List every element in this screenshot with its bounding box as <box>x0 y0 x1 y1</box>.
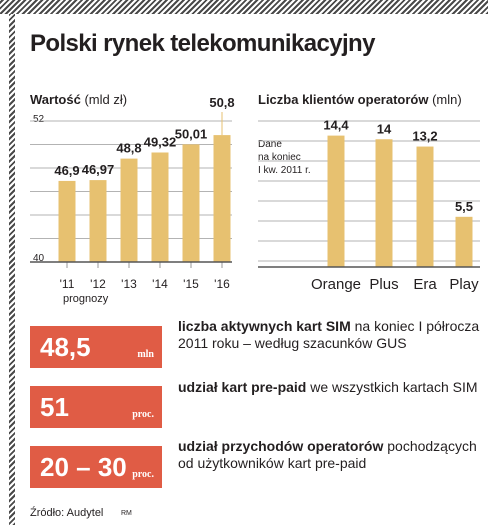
page-title: Polski rynek telekomunikacyjny <box>30 30 375 57</box>
value-chart-ytick-bottom: 40 <box>33 253 45 264</box>
value-chart-xtick-label: '15 <box>183 277 199 291</box>
clients-chart-data-label: 13,2 <box>412 129 437 144</box>
stat-bold-prepaid-share: udział kart pre-paid <box>178 379 307 395</box>
stat-box-revenue-share: 20 – 30 proc. <box>30 446 162 488</box>
clients-chart-category-label: Play <box>449 276 479 293</box>
value-chart-heading: Wartość (mld zł) <box>30 92 127 107</box>
stat-box-active-sim: 48,5 mln <box>30 326 162 368</box>
value-chart-data-label: 46,9 <box>54 163 79 178</box>
stat-text-prepaid-share: udział kart pre-paid we wszystkich karta… <box>178 379 480 396</box>
stat-value-prepaid-share: 51 <box>40 392 69 422</box>
value-chart-data-label: 50,01 <box>175 126 208 141</box>
clients-chart-unit: (mln) <box>432 92 462 107</box>
stat-rest-revenue-share: pochodzących od użytkowników kart pre-pa… <box>178 438 477 471</box>
stat-box-prepaid-share: 51 proc. <box>30 386 162 428</box>
clients-chart-category-label: Era <box>413 276 437 293</box>
clients-chart-heading: Liczba klientów operatorów (mln) <box>258 92 462 107</box>
clients-chart-data-label: 14 <box>377 121 392 136</box>
clients-chart-data-label: 14,4 <box>323 118 349 133</box>
stat-text-active-sim: liczba aktywnych kart SIM na koniec I pó… <box>178 318 480 352</box>
author-mark: RM <box>121 510 132 517</box>
value-chart-data-label: 46,97 <box>82 162 115 177</box>
stat-value-revenue-share: 20 – 30 <box>40 452 127 482</box>
source-note: Źródło: Audytel <box>30 507 104 519</box>
clients-chart-note-line-2: na koniec <box>258 152 301 163</box>
stat-text-revenue-share: udział przychodów operatorów pochodzącyc… <box>178 438 480 472</box>
stat-unit-prepaid-share: proc. <box>132 409 154 420</box>
value-chart-unit: (mld zł) <box>84 92 128 107</box>
value-chart-forecast-note: prognozy <box>63 293 109 305</box>
stat-rest-prepaid-share: we wszystkich kartach SIM <box>306 379 478 395</box>
stat-bold-revenue-share: udział przychodów operatorów <box>178 438 384 454</box>
value-chart-ytick-top: 52 <box>33 114 45 125</box>
clients-chart-bar <box>327 135 345 267</box>
value-chart-xtick-label: '12 <box>90 277 106 291</box>
clients-chart-category-label: Orange <box>311 276 361 293</box>
stat-unit-active-sim: mln <box>137 349 154 360</box>
value-chart-bar <box>89 180 107 262</box>
value-chart-bar <box>120 158 138 262</box>
value-chart-data-label: 50,8 <box>209 95 234 110</box>
stat-bold-active-sim: liczba aktywnych kart SIM <box>178 318 351 334</box>
clients-chart-bar <box>416 146 434 267</box>
clients-chart-bar <box>375 139 393 267</box>
value-chart-xtick-label: '13 <box>121 277 137 291</box>
clients-chart-note-line-1: Dane <box>258 139 282 150</box>
value-chart-xtick-label: '14 <box>152 277 168 291</box>
clients-chart-bar <box>455 216 473 267</box>
clients-chart-data-label: 5,5 <box>455 199 473 214</box>
clients-chart-category-label: Plus <box>369 276 398 293</box>
top-hatched-band <box>0 0 488 14</box>
value-chart-bar <box>151 152 169 262</box>
clients-chart-note-line-3: I kw. 2011 r. <box>258 165 311 176</box>
stat-value-active-sim: 48,5 <box>40 332 91 362</box>
left-hatched-rule <box>9 14 15 525</box>
value-chart-bar <box>213 135 231 262</box>
value-chart-bar <box>58 180 76 262</box>
value-chart-data-label: 48,8 <box>116 141 141 156</box>
value-chart-title: Wartość <box>30 92 81 107</box>
value-chart-xtick-label: '11 <box>60 277 75 291</box>
value-chart-bar <box>182 144 200 262</box>
clients-chart-title: Liczba klientów operatorów <box>258 92 429 107</box>
value-chart-data-label: 49,32 <box>144 134 177 149</box>
stat-rest-active-sim: na koniec I półrocza 2011 roku – według … <box>178 318 480 351</box>
value-chart-xtick-label: '16 <box>214 277 230 291</box>
clients-chart-note: Dane na koniec I kw. 2011 r. <box>258 138 311 177</box>
stat-unit-revenue-share: proc. <box>132 469 154 480</box>
